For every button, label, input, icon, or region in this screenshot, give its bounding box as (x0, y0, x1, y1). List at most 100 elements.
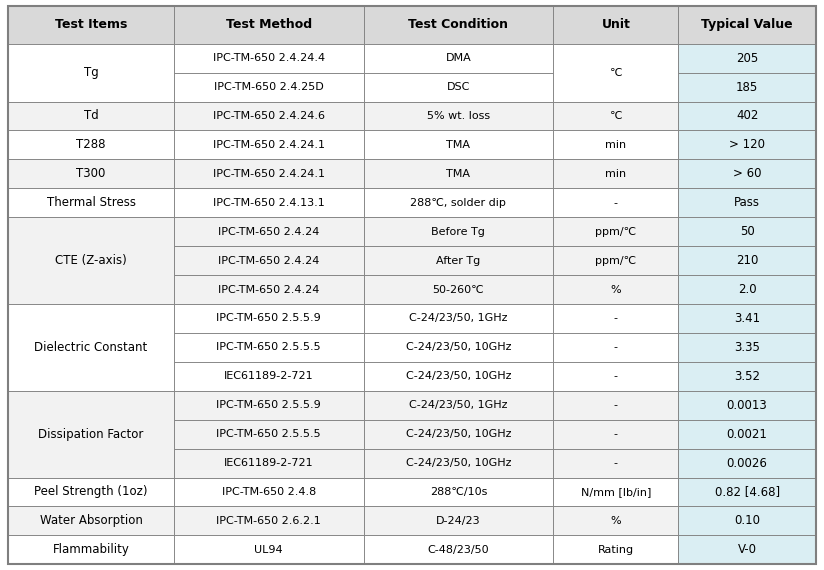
Text: T288: T288 (77, 139, 105, 152)
Text: min: min (606, 140, 626, 150)
Bar (174, 391, 363, 420)
Text: C-24/23/50, 1GHz: C-24/23/50, 1GHz (410, 400, 508, 410)
Bar (678, 420, 816, 449)
Bar (554, 131, 678, 160)
Text: C-24/23/50, 10GHz: C-24/23/50, 10GHz (405, 429, 511, 439)
Bar (363, 507, 554, 535)
Text: 3.41: 3.41 (734, 312, 761, 325)
Bar (363, 391, 554, 420)
Text: -: - (614, 198, 618, 207)
Bar (174, 304, 363, 333)
Bar (678, 391, 816, 420)
Text: UL94: UL94 (255, 545, 283, 555)
Text: CTE (Z-axis): CTE (Z-axis) (55, 254, 127, 267)
Text: Dissipation Factor: Dissipation Factor (39, 428, 143, 441)
Bar (678, 507, 816, 535)
Bar (678, 6, 816, 44)
Text: Dielectric Constant: Dielectric Constant (35, 341, 147, 354)
Bar (174, 217, 363, 246)
Bar (554, 304, 678, 333)
Text: Test Method: Test Method (226, 18, 311, 31)
Bar (554, 391, 678, 420)
Bar (174, 44, 363, 72)
Text: C-24/23/50, 10GHz: C-24/23/50, 10GHz (405, 371, 511, 381)
Bar (174, 507, 363, 535)
Bar (8, 478, 174, 507)
Text: IPC-TM-650 2.4.24.1: IPC-TM-650 2.4.24.1 (213, 140, 325, 150)
Bar (363, 44, 554, 72)
Text: IEC61189-2-721: IEC61189-2-721 (224, 371, 313, 381)
Text: Test Condition: Test Condition (409, 18, 508, 31)
Text: Test Items: Test Items (55, 18, 127, 31)
Bar (554, 217, 678, 246)
Text: Tg: Tg (83, 66, 98, 79)
Bar (174, 420, 363, 449)
Bar (363, 101, 554, 131)
Text: 210: 210 (736, 254, 758, 267)
Text: Peel Strength (1oz): Peel Strength (1oz) (35, 486, 147, 499)
Text: 205: 205 (736, 52, 758, 64)
Bar (554, 535, 678, 564)
Text: -: - (614, 314, 618, 323)
Text: Before Tg: Before Tg (432, 227, 485, 237)
Text: IEC61189-2-721: IEC61189-2-721 (224, 458, 313, 468)
Text: IPC-TM-650 2.4.24.1: IPC-TM-650 2.4.24.1 (213, 169, 325, 179)
Bar (174, 362, 363, 391)
Text: Td: Td (83, 109, 98, 123)
Text: IPC-TM-650 2.5.5.5: IPC-TM-650 2.5.5.5 (217, 429, 321, 439)
Bar (363, 217, 554, 246)
Text: Flammability: Flammability (53, 543, 129, 556)
Bar (174, 6, 363, 44)
Text: ℃: ℃ (610, 68, 622, 78)
Text: IPC-TM-650 2.5.5.9: IPC-TM-650 2.5.5.9 (216, 400, 321, 410)
Bar (363, 6, 554, 44)
Text: Thermal Stress: Thermal Stress (46, 196, 135, 209)
Bar (363, 304, 554, 333)
Text: -: - (614, 400, 618, 410)
Bar (174, 478, 363, 507)
Text: DMA: DMA (446, 53, 471, 63)
Text: TMA: TMA (447, 169, 471, 179)
Text: %: % (611, 516, 621, 526)
Bar (174, 72, 363, 101)
Bar (554, 449, 678, 478)
Bar (363, 535, 554, 564)
Text: T300: T300 (77, 168, 105, 180)
Text: 3.52: 3.52 (734, 370, 760, 383)
Text: ppm/℃: ppm/℃ (595, 255, 636, 266)
Text: IPC-TM-650 2.4.24: IPC-TM-650 2.4.24 (218, 284, 320, 295)
Text: After Tg: After Tg (436, 255, 480, 266)
Text: -: - (614, 458, 618, 468)
Bar (174, 101, 363, 131)
Text: IPC-TM-650 2.6.2.1: IPC-TM-650 2.6.2.1 (216, 516, 321, 526)
Bar (363, 275, 554, 304)
Bar (554, 507, 678, 535)
Bar (678, 101, 816, 131)
Bar (174, 275, 363, 304)
Text: 0.82 [4.68]: 0.82 [4.68] (714, 486, 780, 499)
Bar (678, 217, 816, 246)
Text: IPC-TM-650 2.4.24: IPC-TM-650 2.4.24 (218, 255, 320, 266)
Bar (678, 44, 816, 72)
Text: IPC-TM-650 2.4.24: IPC-TM-650 2.4.24 (218, 227, 320, 237)
Bar (8, 160, 174, 188)
Text: N/mm [lb/in]: N/mm [lb/in] (581, 487, 651, 497)
Bar (8, 391, 174, 478)
Text: -: - (614, 429, 618, 439)
Text: -: - (614, 343, 618, 352)
Text: 185: 185 (736, 80, 758, 93)
Bar (678, 160, 816, 188)
Text: Rating: Rating (598, 545, 634, 555)
Bar (174, 449, 363, 478)
Bar (174, 188, 363, 217)
Text: C-24/23/50, 1GHz: C-24/23/50, 1GHz (410, 314, 508, 323)
Bar (678, 535, 816, 564)
Bar (678, 362, 816, 391)
Bar (554, 6, 678, 44)
Text: Typical Value: Typical Value (701, 18, 793, 31)
Text: V-0: V-0 (737, 543, 756, 556)
Bar (554, 44, 678, 101)
Bar (678, 188, 816, 217)
Bar (8, 188, 174, 217)
Bar (8, 507, 174, 535)
